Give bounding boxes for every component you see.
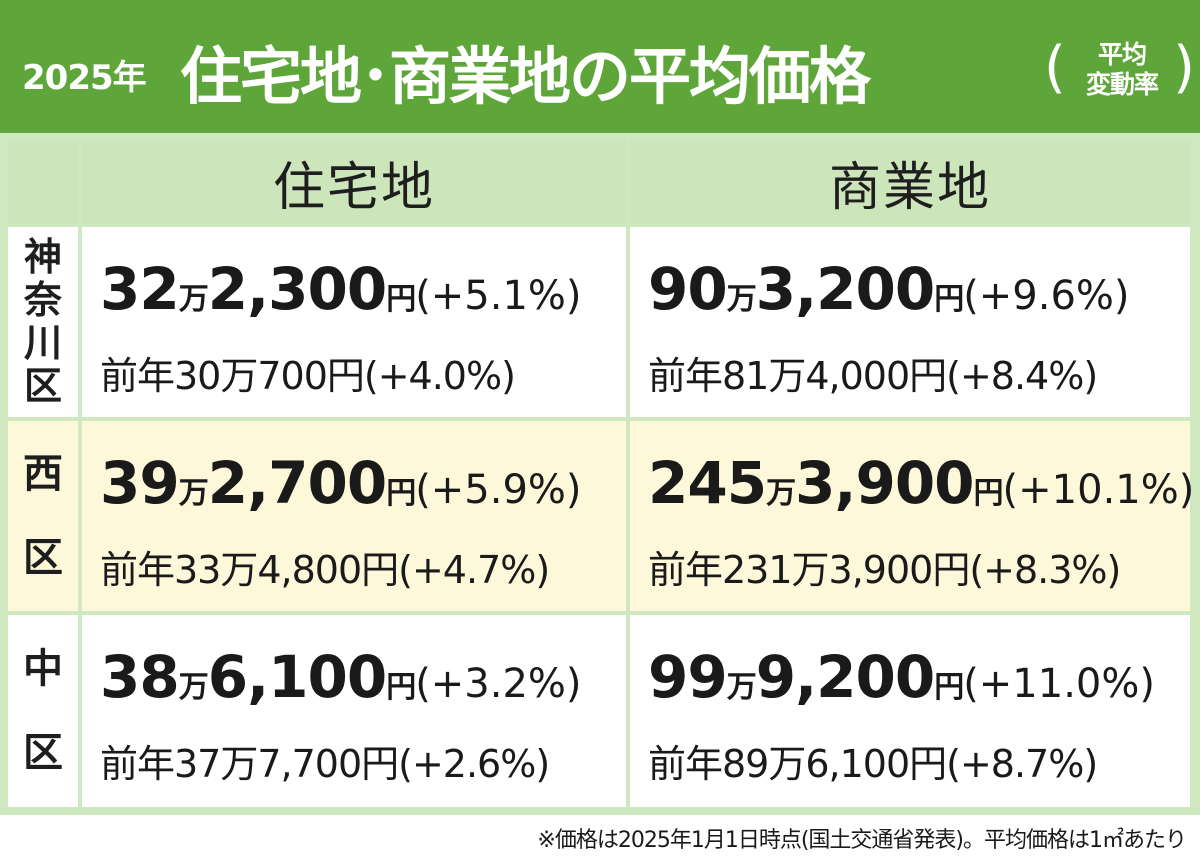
price-man: 32 (100, 255, 180, 323)
change-rate: (+5.1%) (415, 273, 582, 319)
cell-nishi-residential: 39万2,700円(+5.9%) 前年33万4,800円(+4.7%) (82, 421, 626, 611)
change-rate: (+9.6%) (963, 273, 1130, 319)
cell-kanagawa-commercial: 90万3,200円(+9.6%) 前年81万4,000円(+8.4%) (630, 227, 1190, 417)
cell-naka-residential: 38万6,100円(+3.2%) 前年37万7,700円(+2.6%) (82, 615, 626, 807)
yen-unit: 円 (934, 282, 964, 317)
row-header-char: 区 (23, 730, 63, 776)
subnote-line-1: 平均 (1097, 40, 1147, 69)
man-unit: 万 (178, 282, 209, 317)
title-subnote: ( 平均 変動率 ) (1044, 35, 1195, 104)
price-man: 99 (648, 643, 728, 711)
yen-unit: 円 (973, 476, 1004, 511)
change-rate: (+5.9%) (415, 467, 582, 513)
subnote-lines: 平均 変動率 (1072, 40, 1172, 100)
price-rest: 6,100 (207, 643, 387, 711)
man-unit: 万 (726, 670, 757, 705)
price-man: 90 (648, 255, 728, 323)
footnote: ※価格は2025年1月1日時点(国土交通省発表)。平均価格は1㎡あたり (537, 828, 1187, 853)
yen-unit: 円 (934, 670, 964, 705)
price-rest: 3,200 (755, 255, 935, 323)
row-header-nishi: 西 区 (8, 421, 78, 611)
man-unit: 万 (178, 476, 209, 511)
column-header-commercial: 商業地 (630, 141, 1190, 223)
column-header-residential: 住宅地 (82, 141, 626, 223)
page-title: 住宅地･商業地の平均価格 (180, 40, 871, 113)
current-price: 32万2,300円(+5.1%) (100, 255, 582, 323)
row-header-char: 川 (23, 321, 62, 365)
row-header-char: 中 (23, 646, 63, 692)
year-label: 2025年 (22, 58, 147, 98)
change-rate: (+3.2%) (415, 661, 582, 707)
man-unit: 万 (766, 476, 796, 511)
cell-naka-commercial: 99万9,200円(+11.0%) 前年89万6,100円(+8.7%) (630, 615, 1190, 807)
price-rest: 2,700 (207, 449, 387, 517)
yen-unit: 円 (386, 476, 416, 511)
price-man: 38 (100, 643, 180, 711)
current-price: 99万9,200円(+11.0%) (648, 643, 1155, 711)
row-header-char: 区 (23, 364, 62, 408)
price-rest: 3,900 (795, 449, 974, 517)
close-paren: ) (1173, 35, 1195, 100)
previous-year-price: 前年33万4,800円(+4.7%) (100, 548, 550, 592)
subnote-line-2: 変動率 (1085, 70, 1159, 99)
cell-kanagawa-residential: 32万2,300円(+5.1%) 前年30万700円(+4.0%) (82, 227, 626, 417)
previous-year-price: 前年30万700円(+4.0%) (100, 354, 516, 398)
change-rate: (+11.0%) (963, 661, 1155, 707)
row-header-naka: 中 区 (8, 615, 78, 807)
open-paren: ( (1044, 35, 1066, 100)
price-man: 39 (100, 449, 180, 517)
header-band: 2025年 住宅地･商業地の平均価格 ( 平均 変動率 ) (0, 0, 1200, 133)
current-price: 38万6,100円(+3.2%) (100, 643, 582, 711)
previous-year-price: 前年231万3,900円(+8.3%) (648, 548, 1121, 592)
yen-unit: 円 (386, 282, 416, 317)
previous-year-price: 前年81万4,000円(+8.4%) (648, 354, 1098, 398)
man-unit: 万 (726, 282, 757, 317)
previous-year-price: 前年89万6,100円(+8.7%) (648, 742, 1098, 786)
price-man: 245 (648, 449, 767, 517)
current-price: 39万2,700円(+5.9%) (100, 449, 582, 517)
change-rate: (+10.1%) (1002, 467, 1195, 513)
row-header-char: 西 (23, 451, 63, 497)
current-price: 90万3,200円(+9.6%) (648, 255, 1130, 323)
previous-year-price: 前年37万7,700円(+2.6%) (100, 742, 550, 786)
row-header-char: 区 (23, 535, 63, 581)
price-table: 住宅地 商業地 神 奈 川 区 32万2,300円(+5.1%) 前年30万70… (0, 133, 1200, 815)
price-rest: 9,200 (755, 643, 935, 711)
row-header-char: 奈 (23, 278, 62, 322)
yen-unit: 円 (386, 670, 416, 705)
row-header-kanagawa: 神 奈 川 区 (8, 227, 78, 417)
cell-nishi-commercial: 245万3,900円(+10.1%) 前年231万3,900円(+8.3%) (630, 421, 1194, 611)
table-corner (8, 141, 78, 223)
price-rest: 2,300 (207, 255, 387, 323)
current-price: 245万3,900円(+10.1%) (648, 449, 1194, 517)
row-header-char: 神 (23, 235, 62, 279)
man-unit: 万 (178, 670, 209, 705)
